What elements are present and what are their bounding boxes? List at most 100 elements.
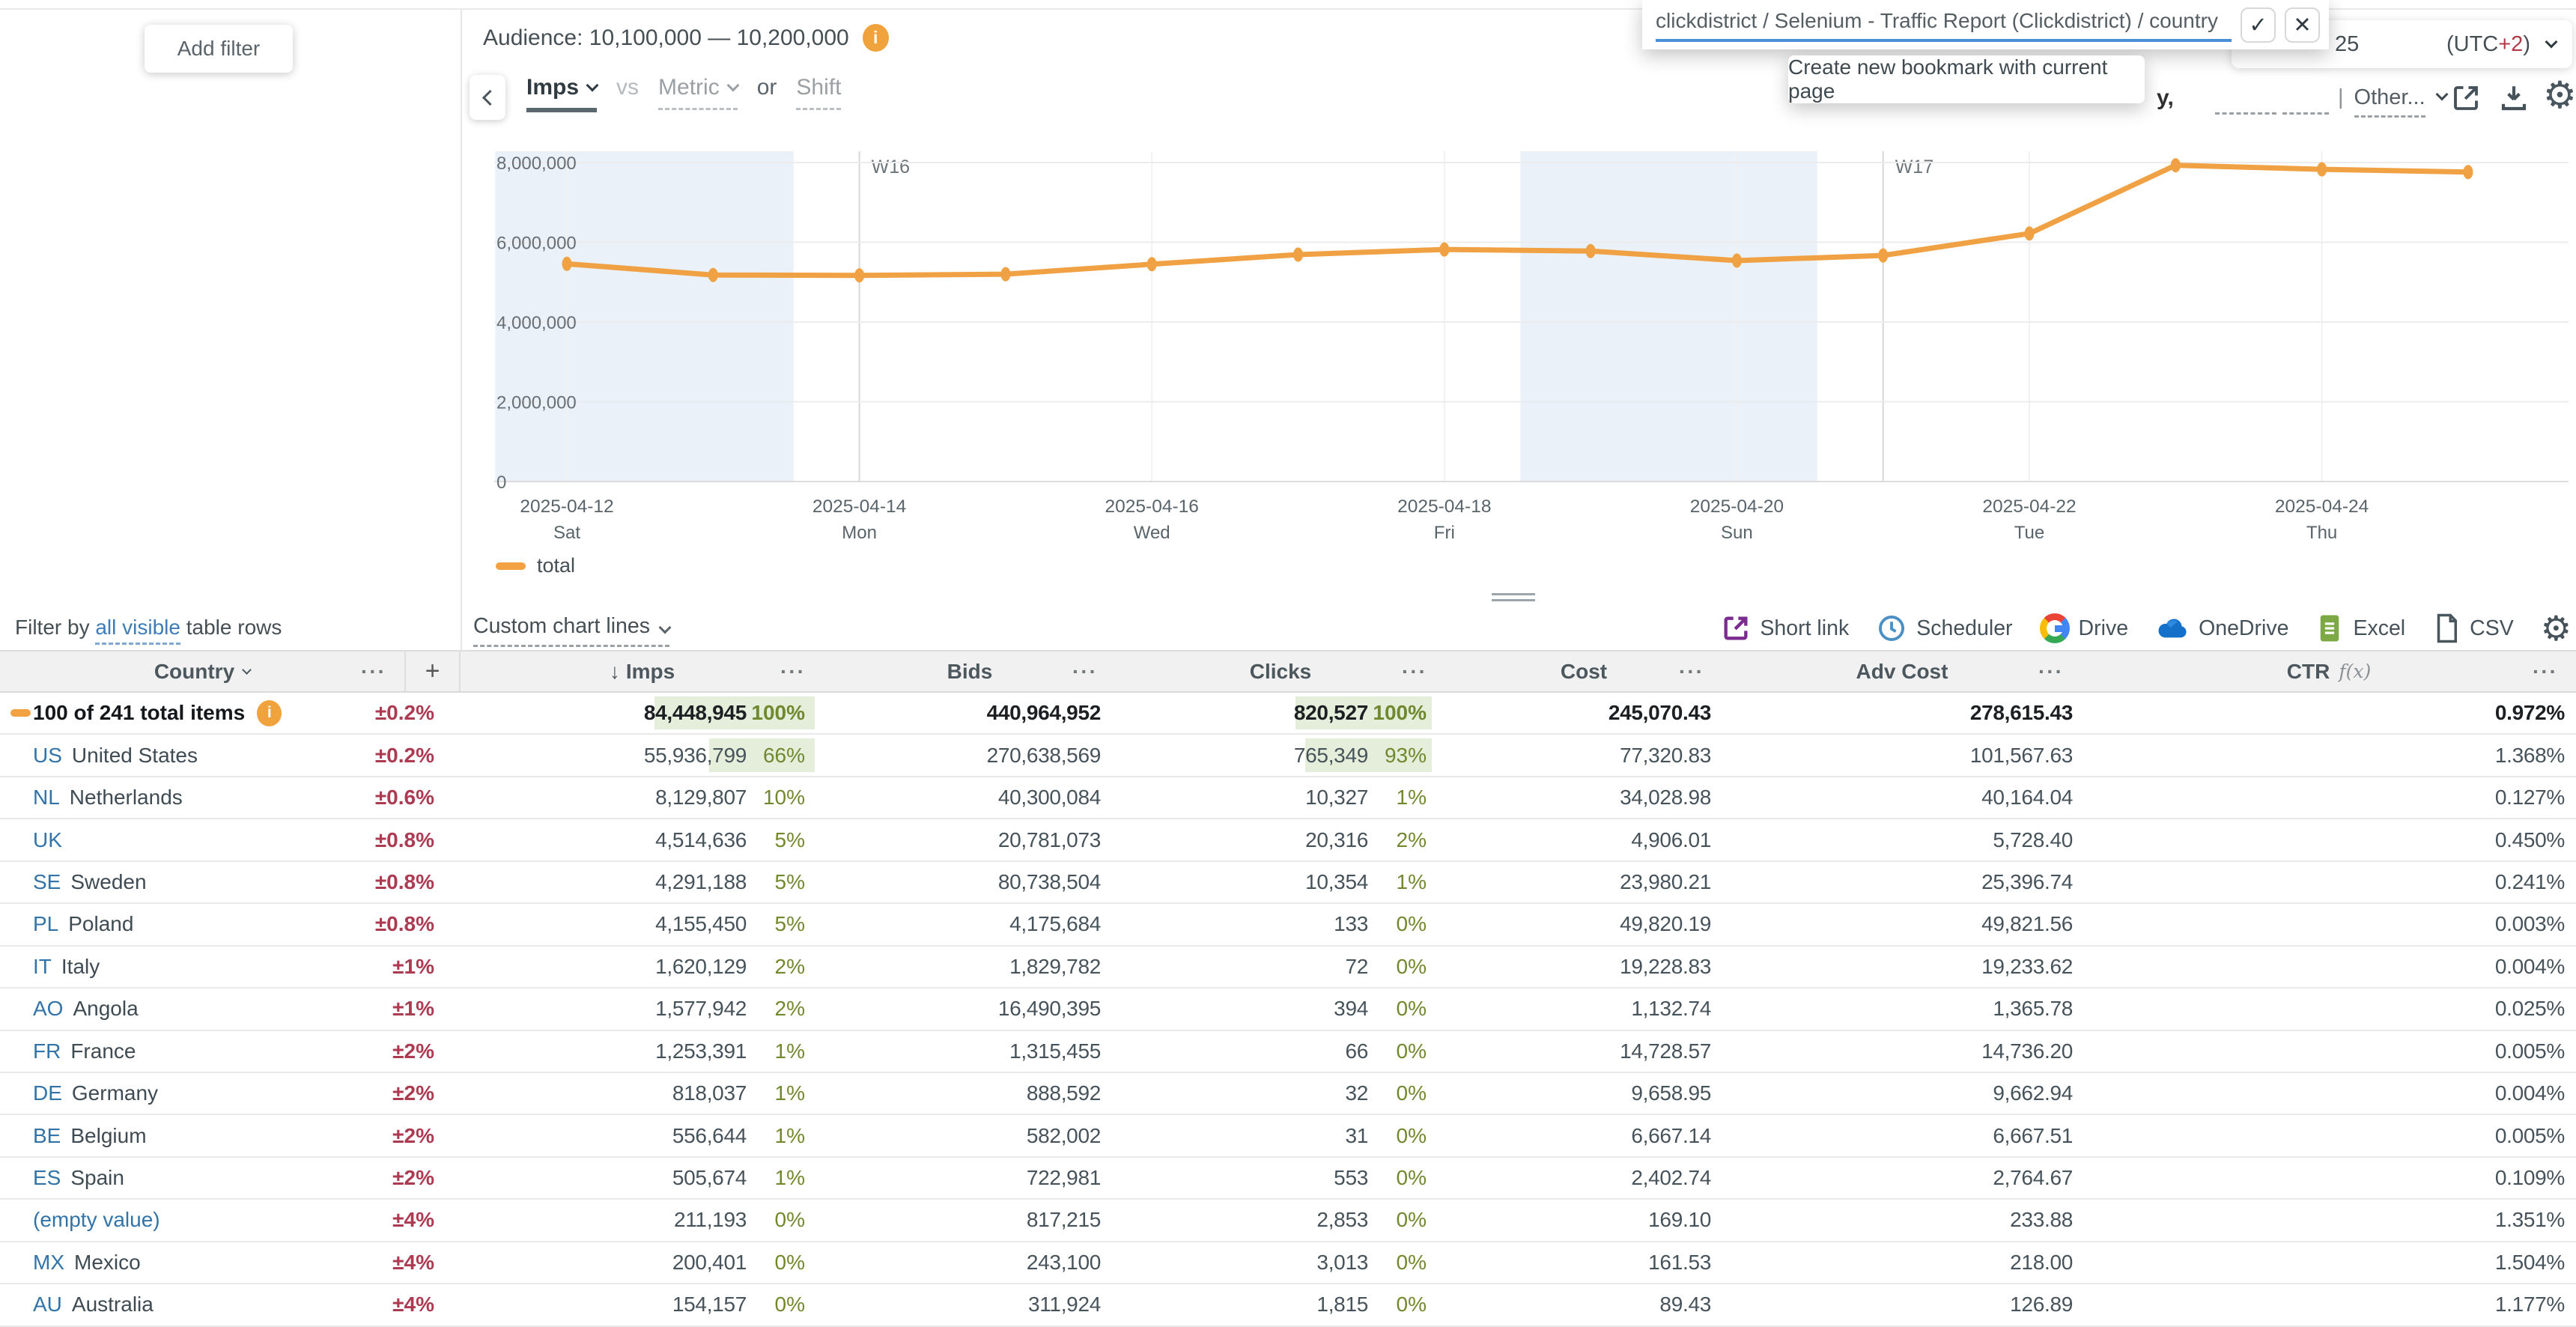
column-menu-icon[interactable]: ··· xyxy=(1402,659,1427,683)
table-row[interactable]: DE Germany ±2% 818,037 1% 888,592 32 0% 9,… xyxy=(0,1072,2576,1116)
ctr-cell: 0.450% xyxy=(2494,828,2565,851)
bids-cell: 1,315,455 xyxy=(1009,1039,1101,1063)
cancel-button[interactable]: ✕ xyxy=(2285,7,2320,43)
back-button[interactable] xyxy=(470,75,505,120)
info-icon[interactable]: i xyxy=(862,24,889,52)
sampling-error: ±4% xyxy=(392,1208,434,1232)
imps-percent: 5% xyxy=(774,828,805,851)
country-code-link[interactable]: IT xyxy=(33,954,52,978)
table-row[interactable]: US United States ±0.2% 55,936,799 66% 270… xyxy=(0,735,2576,777)
ctr-cell: 1.368% xyxy=(2494,743,2565,767)
country-code-link[interactable]: US xyxy=(33,743,62,767)
chart-resize-handle[interactable] xyxy=(1492,593,1535,601)
settings-gear-icon[interactable]: ⚙ xyxy=(2543,74,2576,116)
table-row[interactable]: AO Angola ±1% 1,577,942 2% 16,490,395 394… xyxy=(0,989,2576,1031)
country-code-link[interactable]: AU xyxy=(33,1293,62,1317)
partially-hidden-label: y, xyxy=(2157,85,2174,110)
column-header-bids[interactable]: Bids ··· xyxy=(947,659,1098,683)
table-row[interactable]: MX Mexico ±4% 200,401 0% 243,100 3,013 0% … xyxy=(0,1242,2576,1285)
column-header-cost[interactable]: Cost ··· xyxy=(1560,659,1704,683)
column-menu-icon[interactable]: ··· xyxy=(780,659,806,683)
csv-export-button[interactable]: CSV xyxy=(2432,613,2514,644)
imps-percent: 0% xyxy=(774,1208,805,1232)
legend-item-total[interactable]: total xyxy=(496,554,575,577)
table-settings-gear-icon[interactable]: ⚙ xyxy=(2540,609,2572,648)
onedrive-button[interactable]: OneDrive xyxy=(2155,613,2288,643)
shift-toggle[interactable]: Shift xyxy=(796,75,842,110)
other-dropdown[interactable]: | Other... xyxy=(2338,85,2449,118)
table-row[interactable]: PL Poland ±0.8% 4,155,450 5% 4,175,684 13… xyxy=(0,904,2576,947)
google-drive-button[interactable]: Drive xyxy=(2039,613,2128,643)
bids-cell: 582,002 xyxy=(1026,1123,1101,1147)
country-code-link[interactable]: UK xyxy=(33,828,62,851)
bookmark-name-input[interactable] xyxy=(1656,7,2232,42)
table-row[interactable]: AU Australia ±4% 154,157 0% 311,924 1,815… xyxy=(0,1284,2576,1327)
compare-metric-dropdown[interactable]: Metric xyxy=(658,75,740,110)
country-code-link[interactable]: MX xyxy=(33,1250,64,1274)
cost-cell: 9,658.95 xyxy=(1631,1081,1711,1105)
clicks-percent: 0% xyxy=(1396,1039,1427,1063)
onedrive-cloud-icon xyxy=(2158,619,2187,638)
table-row[interactable]: 100 of 241 total items i ±0.2% 84,448,94… xyxy=(0,693,2576,735)
sampling-error: ±0.2% xyxy=(374,743,434,767)
table-row[interactable]: BE Belgium ±2% 556,644 1% 582,002 31 0% 6,… xyxy=(0,1115,2576,1158)
table-row[interactable]: IT Italy ±1% 1,620,129 2% 1,829,782 72 0% … xyxy=(0,946,2576,989)
column-header-ctr[interactable]: CTR f(x) ··· xyxy=(2286,659,2558,683)
column-menu-icon[interactable]: ··· xyxy=(1679,659,1704,683)
info-icon[interactable]: i xyxy=(257,699,282,726)
table-row[interactable]: (empty value) ±4% 211,193 0% 817,215 2,85… xyxy=(0,1200,2576,1242)
metric-dropdown[interactable]: Imps xyxy=(526,75,599,112)
table-row[interactable]: NL Netherlands ±0.6% 8,129,807 10% 40,300… xyxy=(0,777,2576,820)
bids-cell: 16,490,395 xyxy=(997,997,1101,1021)
open-external-button[interactable] xyxy=(2450,82,2482,116)
country-cell: MX Mexico ±4% xyxy=(0,1242,461,1283)
clicks-percent: 2% xyxy=(1396,828,1427,851)
table-row[interactable]: SE Sweden ±0.8% 4,291,188 5% 80,738,504 1… xyxy=(0,861,2576,905)
country-code-link[interactable]: FR xyxy=(33,1039,61,1063)
country-code-link[interactable]: ES xyxy=(33,1166,61,1190)
timezone-selector[interactable]: (UTC +2) xyxy=(2446,32,2558,57)
country-cell: (empty value) ±4% xyxy=(0,1200,461,1240)
country-code-link[interactable]: BE xyxy=(33,1123,61,1147)
country-code-link[interactable]: AO xyxy=(33,997,64,1021)
table-header: Country ··· + ↓ Imps ··· Bids ··· Clicks… xyxy=(0,650,2576,693)
table-row[interactable]: UK ±0.8% 4,514,636 5% 20,781,073 20,316 2%… xyxy=(0,819,2576,862)
country-code-link[interactable]: SE xyxy=(33,869,61,893)
column-header-adv-cost[interactable]: Adv Cost ··· xyxy=(1856,659,2064,683)
scheduler-button[interactable]: Scheduler xyxy=(1876,613,2013,644)
adv-cost-cell: 19,233.62 xyxy=(1981,954,2073,978)
excel-export-button[interactable]: Excel xyxy=(2315,613,2405,644)
custom-chart-lines-dropdown[interactable]: Custom chart lines xyxy=(473,614,672,647)
country-name: Australia xyxy=(71,1293,154,1317)
column-menu-icon[interactable]: ··· xyxy=(2038,659,2064,683)
clicks-cell: 32 0% xyxy=(1345,1081,1427,1105)
add-column-button[interactable]: + xyxy=(404,652,461,691)
cost-cell: 4,906.01 xyxy=(1631,828,1711,851)
clicks-percent: 1% xyxy=(1396,869,1427,893)
download-button[interactable] xyxy=(2498,82,2530,116)
country-cell: NL Netherlands ±0.6% xyxy=(0,777,461,818)
adv-cost-cell: 1,365.78 xyxy=(1993,997,2073,1021)
column-header-country[interactable]: Country ··· xyxy=(154,659,386,683)
svg-text:W17: W17 xyxy=(1895,157,1933,177)
column-menu-icon[interactable]: ··· xyxy=(1072,659,1098,683)
column-menu-icon[interactable]: ··· xyxy=(361,659,386,683)
imps-percent: 1% xyxy=(774,1081,805,1105)
country-code-link[interactable]: DE xyxy=(33,1081,62,1105)
column-header-imps[interactable]: ↓ Imps ··· xyxy=(609,659,806,683)
table-row[interactable]: FR France ±2% 1,253,391 1% 1,315,455 66 0%… xyxy=(0,1030,2576,1073)
country-code-link[interactable]: PL xyxy=(33,912,59,936)
create-bookmark-menu-item[interactable]: Create new bookmark with current page xyxy=(1788,55,2145,103)
country-code-link[interactable]: NL xyxy=(33,786,60,810)
adv-cost-cell: 233.88 xyxy=(2010,1208,2073,1232)
column-menu-icon[interactable]: ··· xyxy=(2533,659,2558,683)
svg-text:2025-04-16: 2025-04-16 xyxy=(1105,497,1199,517)
sampling-error: ±2% xyxy=(392,1081,434,1105)
ctr-cell: 0.004% xyxy=(2494,1081,2565,1105)
confirm-button[interactable]: ✓ xyxy=(2241,7,2276,43)
add-filter-button[interactable]: Add filter xyxy=(145,25,293,73)
all-visible-link[interactable]: all visible xyxy=(95,616,180,645)
short-link-button[interactable]: Short link xyxy=(1721,613,1849,643)
table-row[interactable]: ES Spain ±2% 505,674 1% 722,981 553 0% 2,4… xyxy=(0,1157,2576,1200)
column-header-clicks[interactable]: Clicks ··· xyxy=(1249,659,1427,683)
